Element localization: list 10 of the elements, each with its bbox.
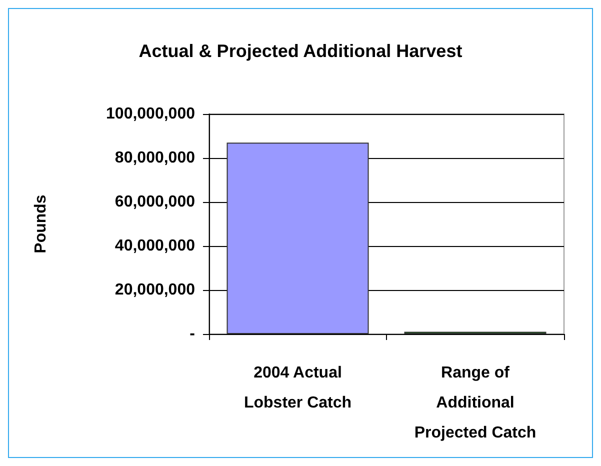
y-tick-label: - <box>190 326 195 342</box>
y-tick-label: 40,000,000 <box>114 238 196 254</box>
y-tick-label: 20,000,000 <box>114 282 196 298</box>
chart-title: Actual & Projected Additional Harvest <box>138 41 462 61</box>
y-tick-label: 60,000,000 <box>114 194 196 210</box>
x-tick-label: Range of Additional Projected Catch <box>414 364 536 442</box>
x-tick-label: 2004 Actual Lobster Catch <box>244 364 352 412</box>
y-tick-label: 100,000,000 <box>106 106 196 122</box>
y-axis-title: Pounds <box>32 194 50 254</box>
y-tick-label: 80,000,000 <box>114 150 196 166</box>
